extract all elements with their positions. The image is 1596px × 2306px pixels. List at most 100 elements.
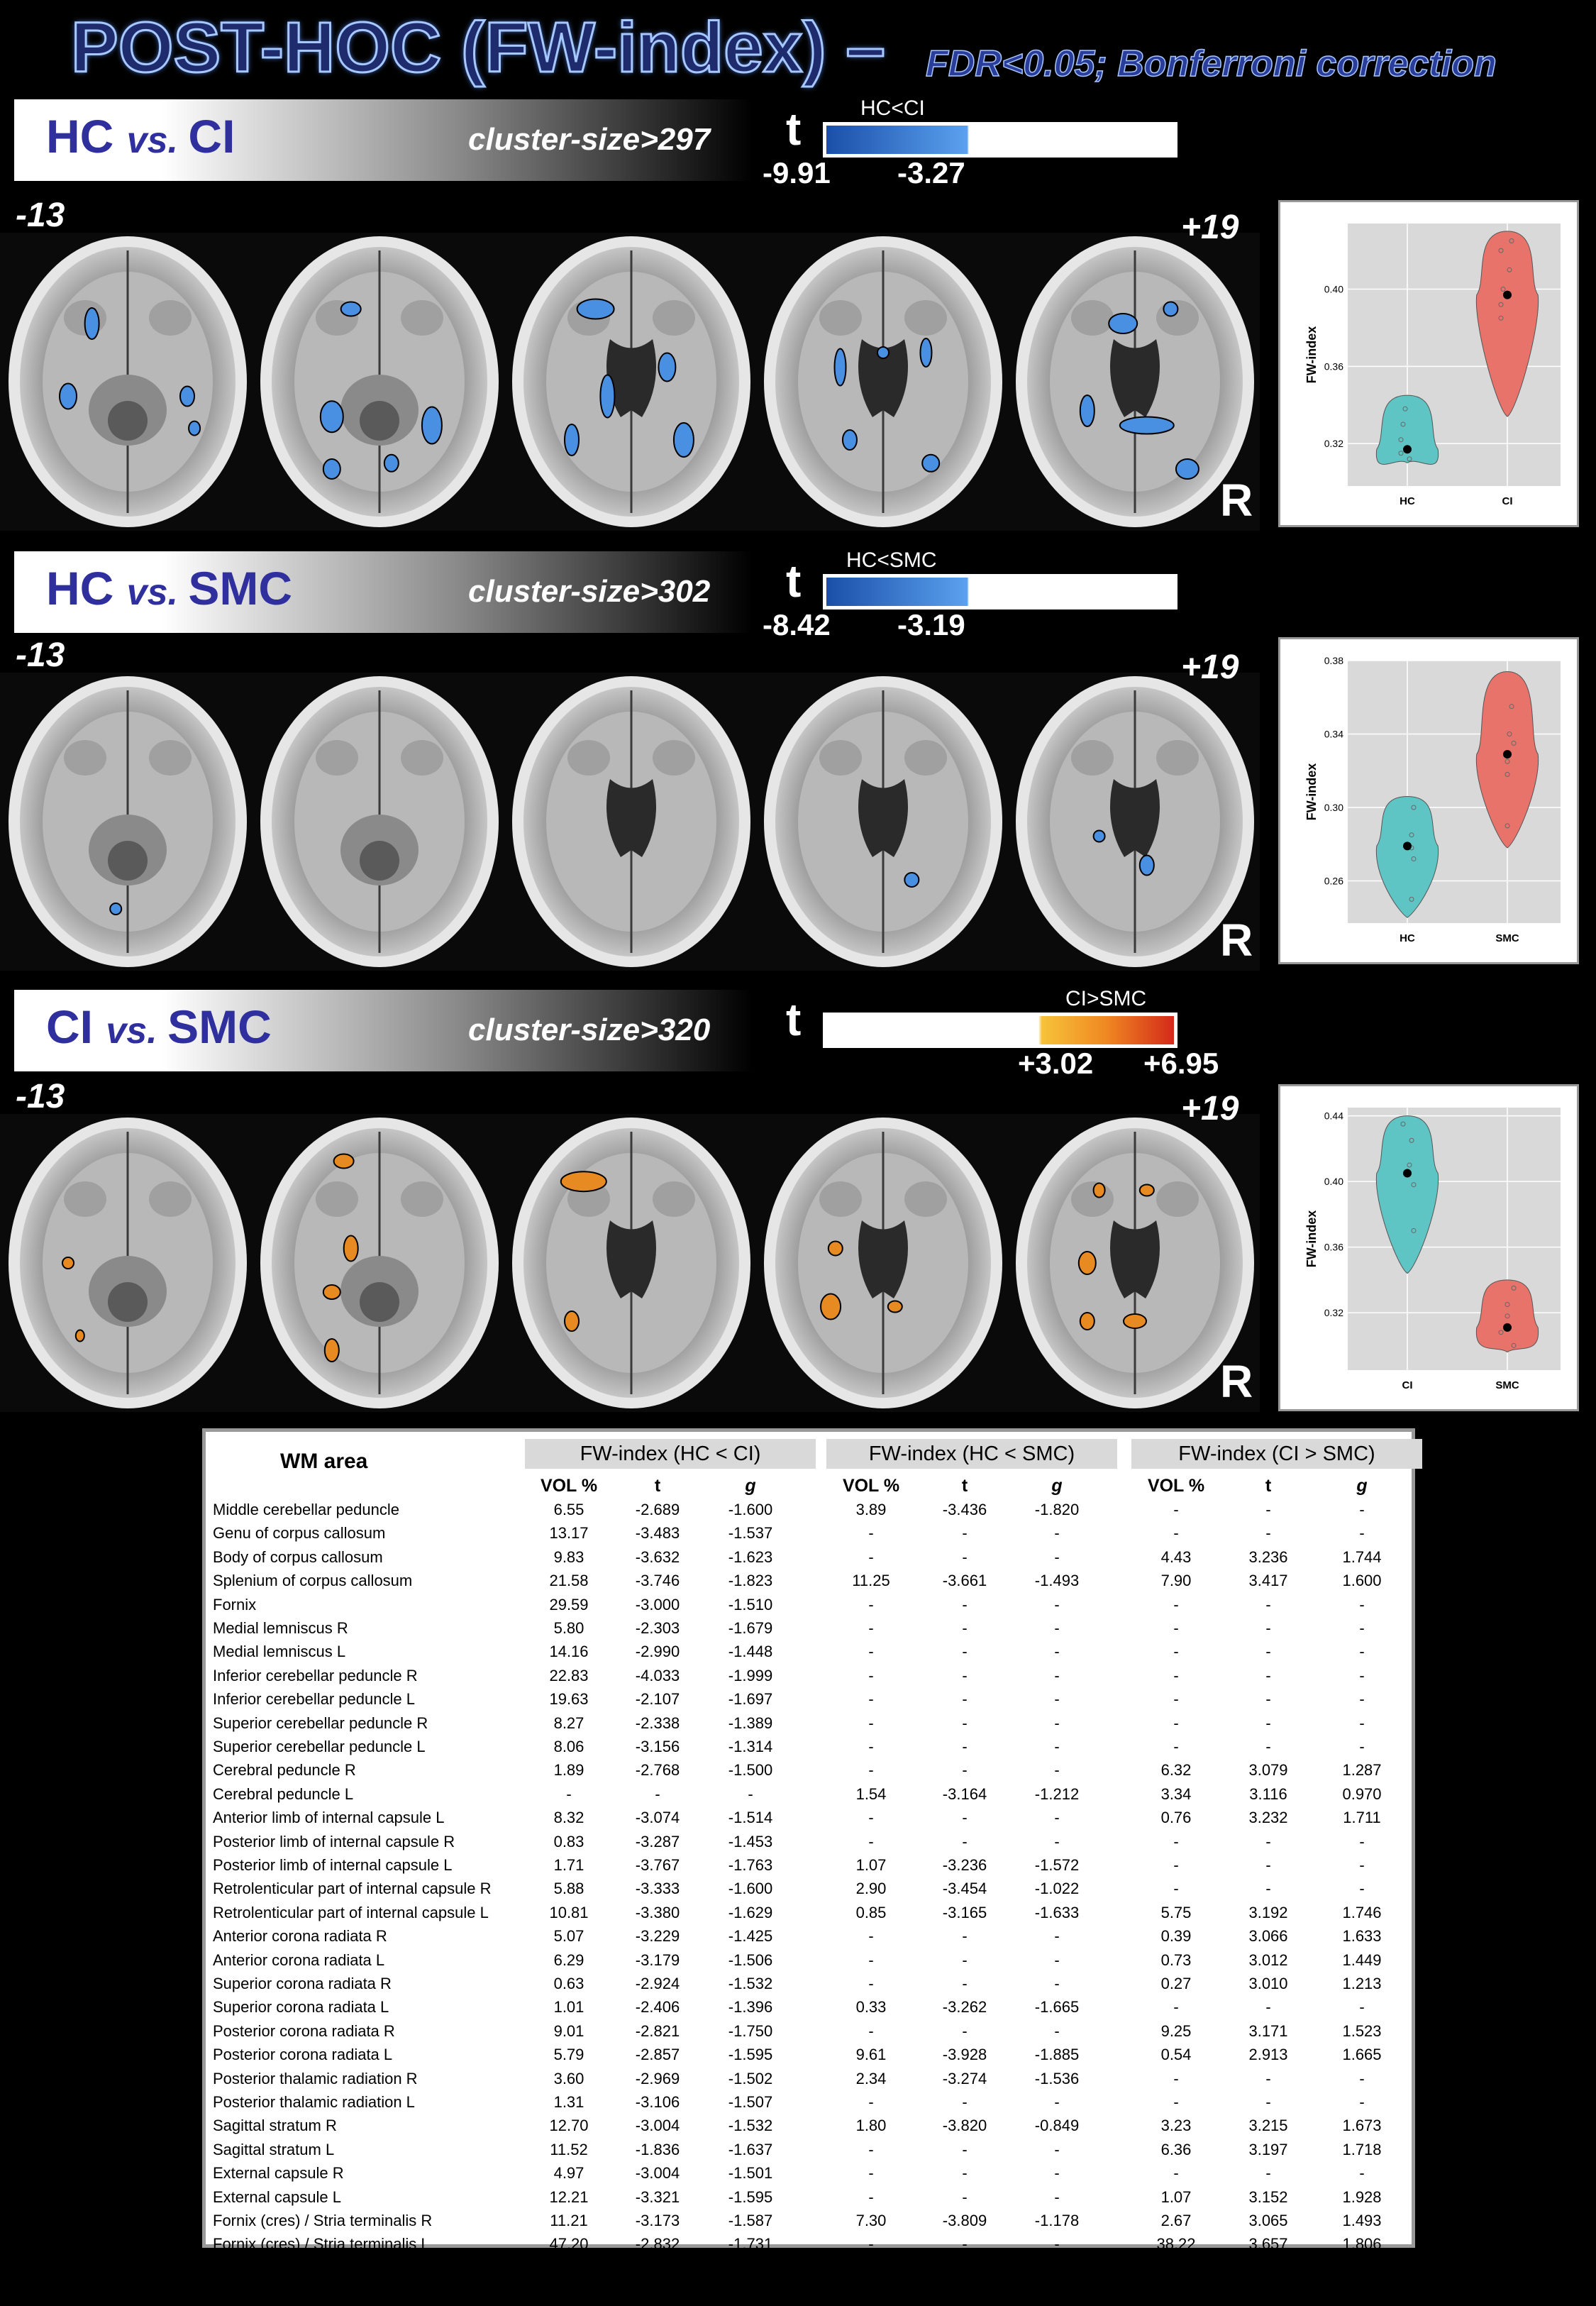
table-cell: -1.637	[728, 2140, 773, 2158]
table-cell: 1.449	[1342, 1951, 1382, 1969]
table-row: Posterior corona radiata L 5.79 -2.857 -1.5…	[206, 2046, 1412, 2069]
table-cell: -3.262	[942, 1998, 987, 2017]
cluster-blob	[827, 1240, 843, 1257]
table-row: Anterior limb of internal capsule L 8.32 -…	[206, 1809, 1412, 1832]
table-cell: -2.303	[635, 1619, 680, 1637]
wm-area-name: Posterior thalamic radiation L	[213, 2093, 415, 2111]
brain-slice	[1016, 676, 1254, 967]
table-cell: -2.857	[635, 2046, 680, 2064]
cluster-blob	[1123, 1313, 1147, 1329]
table-cell: -	[962, 1714, 968, 1732]
wm-area-name: Anterior corona radiata L	[213, 1951, 385, 1969]
table-cell: 3.89	[855, 1501, 887, 1518]
table-cell: 8.32	[553, 1809, 584, 1827]
table-cell: 22.83	[549, 1666, 589, 1684]
table-cell: -1.697	[728, 1690, 773, 1709]
wm-area-name: Posterior corona radiata L	[213, 2046, 393, 2064]
y-tick-label: 0.32	[1324, 1307, 1343, 1318]
group-header: FW-index (HC < SMC)	[826, 1439, 1117, 1469]
violin-chart: 0.40 0.36 0.32 HC CI FW-index	[1304, 224, 1561, 507]
table-cell: -	[1054, 1809, 1060, 1827]
table-cell: 38.22	[1156, 2235, 1196, 2253]
wm-area-name: Posterior limb of internal capsule L	[213, 1856, 453, 1874]
brain-slice	[9, 236, 247, 527]
table-cell: 2.913	[1248, 2046, 1288, 2064]
data-point	[1411, 1182, 1417, 1188]
wm-area-name: External capsule L	[213, 2188, 341, 2206]
table-cell: 2.67	[1160, 2212, 1192, 2229]
table-cell: -	[1359, 2093, 1365, 2111]
wm-area-name: External capsule R	[213, 2164, 344, 2183]
wm-area-name: Fornix	[213, 1595, 257, 1613]
column-header: t	[961, 1476, 968, 1496]
table-cell: -3.074	[635, 1809, 680, 1827]
colorbar-min-value: +3.02	[1018, 1047, 1094, 1080]
brain-slice-strip	[0, 1114, 1260, 1412]
cluster-blob	[564, 1311, 580, 1332]
violin-shape	[1375, 795, 1439, 918]
table-cell: -	[962, 1643, 968, 1661]
table-cell: -1.823	[728, 1572, 773, 1590]
cluster-size-label: cluster-size>320	[468, 1013, 711, 1047]
table-cell: -	[962, 1548, 968, 1566]
table-cell: 11.21	[550, 2212, 588, 2229]
table-cell: -	[1359, 1998, 1365, 2017]
table-cell: -	[868, 1927, 874, 1946]
table-cell: -	[868, 1666, 874, 1684]
colorbar-max-value: -3.27	[897, 156, 965, 189]
table-cell: -3.483	[635, 1524, 680, 1543]
brain-slice	[512, 236, 750, 527]
group-a-label: CI	[46, 1000, 106, 1053]
table-cell: 1.718	[1342, 2140, 1382, 2158]
cluster-blob	[1119, 416, 1175, 435]
table-cell: -	[748, 1784, 753, 1803]
data-point	[1411, 856, 1417, 861]
table-cell: -	[1173, 1738, 1179, 1755]
table-cell: 1.01	[553, 1998, 584, 2017]
cluster-blob	[1163, 301, 1179, 317]
table-cell: 6.36	[1160, 2140, 1192, 2158]
table-row: Anterior corona radiata R 5.07 -3.229 -1.42…	[206, 1927, 1412, 1951]
table-cell: -1.665	[1034, 1998, 1080, 2017]
table-cell: 3.010	[1248, 1975, 1288, 1992]
table-cell: -	[868, 1595, 874, 1613]
table-cell: 4.97	[553, 2164, 584, 2183]
column-header: g	[1051, 1476, 1063, 1496]
t-symbol: t	[786, 556, 802, 607]
table-cell: -2.107	[635, 1690, 680, 1709]
wm-area-name: Genu of corpus callosum	[213, 1524, 386, 1543]
cluster-blob	[1175, 458, 1199, 480]
table-cell: 3.23	[1160, 2117, 1192, 2135]
table-cell: -	[1359, 1595, 1365, 1613]
table-cell: 3.152	[1248, 2188, 1288, 2206]
table-cell: -1.763	[728, 1856, 773, 1874]
main-title: POST-HOC (FW-index) –	[70, 7, 887, 89]
table-row: Fornix 29.59 -3.000 -1.510 - - - - - -	[206, 1596, 1412, 1619]
table-cell: -	[962, 1619, 968, 1637]
table-cell: -1.731	[728, 2235, 773, 2253]
right-hemisphere-label: R	[1220, 475, 1253, 526]
table-cell: -2.406	[635, 1998, 680, 2017]
cluster-blob	[1092, 829, 1106, 843]
table-cell: 0.83	[553, 1832, 584, 1850]
table-cell: -1.587	[728, 2212, 773, 2229]
table-cell: -	[1359, 1880, 1365, 1898]
group-tick-label: SMC	[1495, 1379, 1519, 1391]
data-point	[1400, 1121, 1406, 1127]
wm-area-name: Superior cerebellar peduncle R	[213, 1714, 428, 1732]
cluster-blob	[74, 1329, 85, 1342]
table-cell: 1.54	[855, 1784, 887, 1803]
table-cell: -1.595	[728, 2188, 773, 2206]
table-cell: -	[962, 1524, 968, 1543]
table-cell: 1.213	[1342, 1975, 1382, 1992]
table-cell: -	[1054, 2235, 1060, 2253]
brain-slice	[260, 236, 499, 527]
table-cell: 12.70	[549, 2117, 589, 2135]
colorbar-title: CI>SMC	[1065, 987, 1147, 1010]
table-cell: 2.34	[855, 2069, 887, 2087]
table-cell: -	[1054, 1690, 1060, 1709]
table-cell: -	[1359, 1856, 1365, 1874]
cluster-blob	[877, 346, 890, 359]
data-point	[1509, 238, 1514, 243]
right-hemisphere-label: R	[1220, 1356, 1253, 1407]
